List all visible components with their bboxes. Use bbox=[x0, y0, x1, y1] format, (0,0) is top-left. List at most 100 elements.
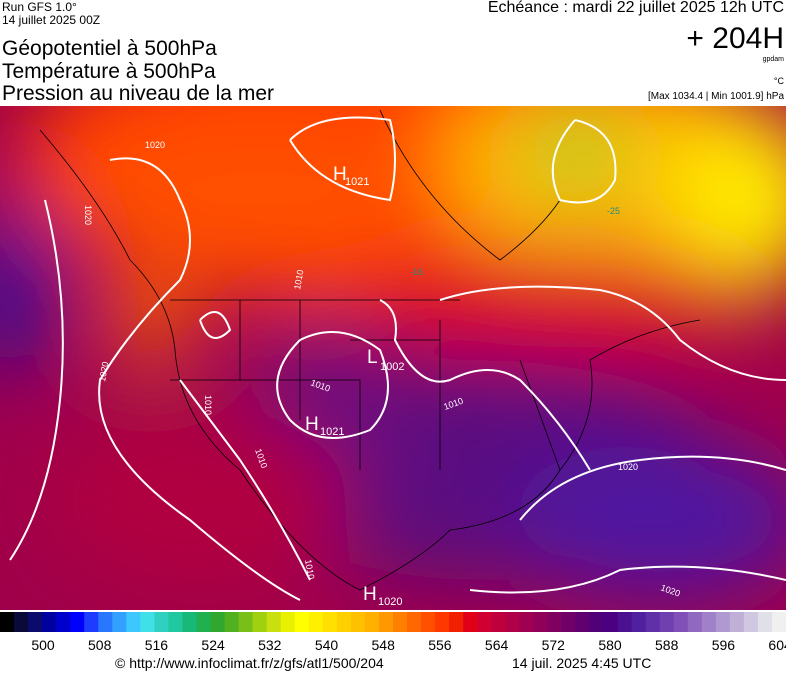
colorbar-swatch bbox=[393, 612, 408, 632]
pressure-center-letter: L bbox=[367, 347, 378, 368]
pressure-center-letter: H bbox=[363, 584, 377, 605]
colorbar-label: 532 bbox=[258, 637, 282, 653]
isobar-label: 1020 bbox=[618, 462, 638, 472]
colorbar-swatch bbox=[463, 612, 478, 632]
valid-time: Echéance : mardi 22 juillet 2025 12h UTC bbox=[488, 0, 784, 16]
colorbar-swatch bbox=[477, 612, 492, 632]
colorbar-swatch bbox=[617, 612, 633, 632]
temperature-label: -25 bbox=[607, 206, 620, 216]
colorbar-swatch bbox=[140, 612, 155, 632]
colorbar-swatch bbox=[701, 612, 717, 632]
colorbar-swatch bbox=[435, 612, 450, 632]
colorbar-swatch bbox=[210, 612, 226, 632]
colorbar-label: 524 bbox=[201, 637, 225, 653]
colorbar-swatch bbox=[715, 612, 731, 632]
colorbar-swatch bbox=[98, 612, 113, 632]
colorbar-swatch bbox=[659, 612, 675, 632]
colorbar-swatch bbox=[743, 612, 759, 632]
colorbar-swatch bbox=[449, 612, 464, 632]
colorbar-swatch bbox=[421, 612, 436, 632]
map-title: Température à 500hPa bbox=[2, 60, 216, 83]
colorbar-swatch bbox=[729, 612, 745, 632]
colorbar-swatch bbox=[364, 612, 380, 632]
colorbar-swatch bbox=[561, 612, 576, 632]
colorbar-swatch bbox=[168, 612, 183, 632]
colorbar-swatch bbox=[757, 612, 773, 632]
map-title: Pression au niveau de la mer bbox=[2, 82, 274, 105]
isobars bbox=[9, 116, 786, 601]
pressure-center-value: 1020 bbox=[378, 596, 402, 608]
colorbar-swatch bbox=[407, 612, 422, 632]
colorbar-swatch bbox=[154, 612, 169, 632]
map bbox=[0, 106, 786, 610]
colorbar-swatch bbox=[266, 612, 282, 632]
temperature-label: -16 bbox=[410, 267, 423, 277]
unit-temp: °C bbox=[774, 76, 785, 86]
colorbar-swatch bbox=[196, 612, 212, 632]
colorbar-swatch bbox=[238, 612, 254, 632]
colorbar-swatch bbox=[126, 612, 141, 632]
run-label: Run GFS 1.0° bbox=[2, 0, 77, 14]
isobar-label: 1010 bbox=[203, 395, 213, 415]
colorbar-swatch bbox=[294, 612, 310, 632]
colorbar-swatch bbox=[491, 612, 506, 632]
colorbar-swatch bbox=[224, 612, 240, 632]
colorbar-swatch bbox=[42, 612, 57, 632]
colorbar-label: 548 bbox=[372, 637, 396, 653]
colorbar-swatch bbox=[645, 612, 661, 632]
colorbar-swatch bbox=[589, 612, 605, 632]
colorbar-swatch bbox=[575, 612, 590, 632]
colorbar-swatch bbox=[322, 612, 338, 632]
colorbar-swatch bbox=[378, 612, 394, 632]
colorbar-swatch bbox=[533, 612, 548, 632]
footer-date: 14 juil. 2025 4:45 UTC bbox=[512, 655, 651, 671]
pressure-center-letter: H bbox=[305, 414, 319, 435]
colorbar-label: 500 bbox=[31, 637, 55, 653]
isobar-label: 1020 bbox=[83, 205, 93, 225]
lead-time: + 204H bbox=[686, 22, 784, 55]
unit-geo: gpdam bbox=[763, 56, 785, 63]
colorbar-label: 596 bbox=[712, 637, 736, 653]
isobar-label: 1020 bbox=[145, 140, 165, 150]
pressure-center-value: 1002 bbox=[380, 361, 404, 373]
colorbar-swatch bbox=[14, 612, 29, 632]
run-date: 14 juillet 2025 00Z bbox=[2, 13, 100, 27]
colorbar-label: 572 bbox=[542, 637, 566, 653]
colorbar-swatch bbox=[56, 612, 71, 632]
colorbar-swatch bbox=[308, 612, 324, 632]
colorbar-swatch bbox=[771, 612, 786, 632]
isobar-label: 1010 bbox=[303, 559, 316, 580]
colorbar-swatch bbox=[112, 612, 127, 632]
colorbar-swatch bbox=[673, 612, 689, 632]
pressure-center-value: 1021 bbox=[345, 176, 369, 188]
colorbar-swatch bbox=[631, 612, 647, 632]
pressure-center-letter: H bbox=[333, 164, 347, 185]
map-title: Géopotentiel à 500hPa bbox=[2, 37, 217, 60]
colorbar-label: 604 bbox=[768, 637, 786, 653]
colorbar-swatch bbox=[603, 612, 619, 632]
colorbar-swatch bbox=[252, 612, 268, 632]
isobar-label: 1010 bbox=[292, 269, 305, 290]
colorbar-swatch bbox=[0, 612, 15, 632]
colorbar-swatch bbox=[280, 612, 296, 632]
colorbar-label: 564 bbox=[485, 637, 509, 653]
colorbar-swatch bbox=[350, 612, 366, 632]
colorbar-label: 588 bbox=[655, 637, 679, 653]
isobar-label: 1020 bbox=[97, 361, 110, 382]
colorbar-swatch bbox=[70, 612, 85, 632]
pressure-range: [Max 1034.4 | Min 1001.9] hPa bbox=[648, 91, 784, 102]
colorbar-swatch bbox=[505, 612, 520, 632]
colorbar-label: 516 bbox=[145, 637, 169, 653]
colorbar-label: 556 bbox=[428, 637, 452, 653]
colorbar-label: 580 bbox=[598, 637, 622, 653]
colorbar-swatch bbox=[28, 612, 43, 632]
pressure-center-value: 1021 bbox=[320, 426, 344, 438]
colorbar-swatch bbox=[182, 612, 197, 632]
source-url: © http://www.infoclimat.fr/z/gfs/atl1/50… bbox=[115, 655, 384, 671]
colorbar-swatch bbox=[84, 612, 99, 632]
colorbar-swatch bbox=[687, 612, 703, 632]
colorbar-swatch bbox=[336, 612, 352, 632]
colorbar-label: 540 bbox=[315, 637, 339, 653]
colorbar-label: 508 bbox=[88, 637, 112, 653]
